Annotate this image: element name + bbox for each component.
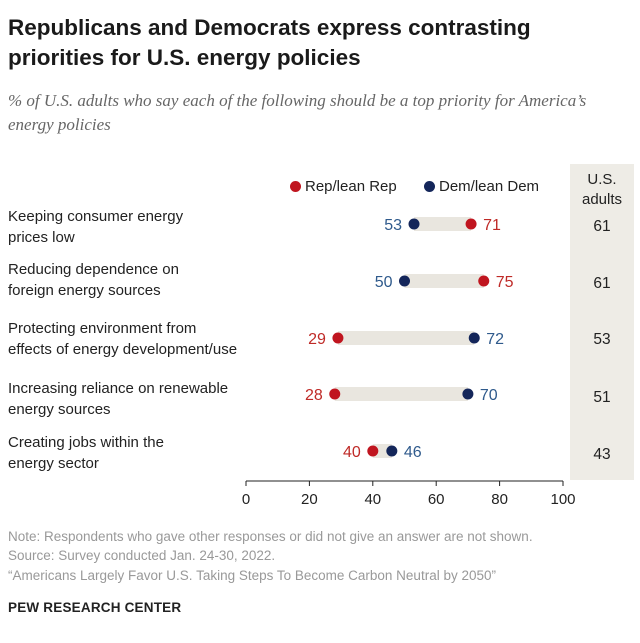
dem-point xyxy=(386,445,398,457)
us-adults-value: 43 xyxy=(593,446,611,463)
dem-data-label: 50 xyxy=(375,274,393,291)
range-connector xyxy=(404,274,484,288)
rep-point xyxy=(465,218,477,230)
report-title-text: “Americans Largely Favor U.S. Taking Ste… xyxy=(8,568,496,583)
dem-point xyxy=(468,332,480,344)
legend-dem: Dem/lean Dem xyxy=(424,178,539,196)
x-tick-label: 100 xyxy=(550,491,575,508)
category-label-line: prices low xyxy=(8,229,75,246)
rep-data-label: 29 xyxy=(308,331,326,348)
dem-legend-label: Dem/lean Dem xyxy=(439,178,540,195)
range-connector xyxy=(337,331,475,345)
x-tick-label: 40 xyxy=(364,491,381,508)
category-label-line: effects of energy development/use xyxy=(8,341,238,358)
chart-subtitle: % of U.S. adults who say each of the fol… xyxy=(8,91,587,134)
category-label: Reducing dependence on foreign energy so… xyxy=(8,259,288,301)
range-connector xyxy=(372,444,392,458)
category-label-line: Reducing dependence on xyxy=(8,261,179,278)
us-adults-header: U.S. adults xyxy=(581,171,623,208)
rep-point xyxy=(367,445,379,457)
rep-legend-label: Rep/lean Rep xyxy=(305,178,397,195)
rep-point xyxy=(478,275,490,287)
category-label-line: Creating jobs within the xyxy=(8,434,164,451)
dem-data-label: 70 xyxy=(480,387,498,404)
category-label-line: Increasing reliance on renewable xyxy=(8,380,229,397)
category-label-line: foreign energy sources xyxy=(8,282,161,299)
x-tick-label: 80 xyxy=(491,491,508,508)
x-tick-label: 60 xyxy=(428,491,445,508)
category-label-line: Keeping consumer energy xyxy=(8,208,184,225)
dem-legend-marker xyxy=(424,181,435,192)
rep-point xyxy=(332,332,344,344)
category-label: Creating jobs within the energy sector xyxy=(8,432,288,474)
rep-data-label: 40 xyxy=(343,444,361,461)
rep-data-label: 28 xyxy=(305,387,323,404)
dem-data-label: 72 xyxy=(486,331,504,348)
x-tick-label: 0 xyxy=(242,491,250,508)
dem-data-label: 53 xyxy=(384,217,402,234)
us-adults-column xyxy=(570,164,634,480)
rep-data-label: 75 xyxy=(496,274,514,291)
footer-brand: PEW RESEARCH CENTER xyxy=(8,600,182,615)
category-label: Increasing reliance on renewable energy … xyxy=(8,378,288,420)
dem-data-label: 46 xyxy=(404,444,422,461)
rep-legend-marker xyxy=(290,181,301,192)
us-adults-value: 61 xyxy=(593,218,611,235)
rep-point xyxy=(329,388,341,400)
category-label-line: Protecting environment from xyxy=(8,320,197,337)
us-adults-value: 61 xyxy=(593,275,611,292)
range-connector xyxy=(414,217,472,231)
note-text: Note: Respondents who gave other respons… xyxy=(8,529,533,544)
legend-rep: Rep/lean Rep xyxy=(290,178,397,196)
dem-point xyxy=(408,218,420,230)
dem-point xyxy=(462,388,474,400)
x-tick-label: 20 xyxy=(301,491,318,508)
category-label-line: energy sector xyxy=(8,455,99,472)
us-adults-value: 51 xyxy=(593,389,611,406)
category-label-line: energy sources xyxy=(8,401,111,418)
rep-data-label: 71 xyxy=(483,217,501,234)
dem-point xyxy=(399,275,410,287)
category-label: Protecting environment from effects of e… xyxy=(8,318,288,360)
category-label: Keeping consumer energy prices low xyxy=(8,206,288,248)
range-connector xyxy=(334,387,468,401)
source-text: Source: Survey conducted Jan. 24-30, 202… xyxy=(8,548,276,563)
us-adults-value: 53 xyxy=(593,331,611,348)
chart-title: Republicans and Democrats express contra… xyxy=(8,15,531,70)
